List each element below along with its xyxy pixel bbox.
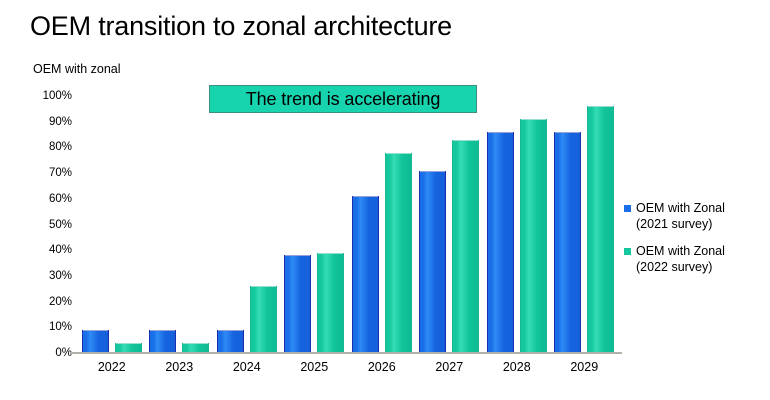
y-axis-tick: 100% bbox=[42, 90, 72, 102]
bar-2025-series-1[interactable] bbox=[284, 255, 312, 353]
x-axis-baseline bbox=[70, 352, 622, 354]
y-axis-tick-labels: 100% 90% 80% 70% 60% 50% 40% 30% 20% 10% 0% bbox=[28, 90, 72, 359]
x-axis-tick-2026: 2026 bbox=[367, 360, 396, 374]
callout-annotation: The trend is accelerating bbox=[209, 85, 477, 113]
x-axis-tick-labels: 2022 2023 2024 2025 2026 2027 2028 2029 bbox=[78, 360, 618, 382]
bar-group-2029 bbox=[551, 96, 619, 353]
y-axis-tick: 30% bbox=[48, 269, 72, 282]
bar-2027-series-1[interactable] bbox=[419, 170, 447, 353]
plot-area bbox=[78, 96, 618, 353]
bar-group-2026 bbox=[348, 96, 416, 353]
legend-item-label: OEM with Zonal (2021 survey) bbox=[636, 201, 725, 231]
legend-item-series-1[interactable]: OEM with Zonal (2021 survey) bbox=[624, 200, 764, 232]
legend-item-series-2[interactable]: OEM with Zonal (2022 survey) bbox=[624, 243, 764, 275]
bar-2022-series-2[interactable] bbox=[114, 342, 142, 353]
legend-item-label: OEM with Zonal (2022 survey) bbox=[636, 244, 725, 274]
x-axis-tick-2023: 2023 bbox=[165, 360, 194, 374]
x-axis-tick-2024: 2024 bbox=[232, 360, 261, 374]
y-axis-tick: 70% bbox=[48, 167, 72, 180]
bar-2024-series-1[interactable] bbox=[216, 329, 244, 353]
bar-2025-series-2[interactable] bbox=[317, 252, 345, 353]
bar-group-2027 bbox=[416, 96, 484, 353]
bar-2027-series-2[interactable] bbox=[452, 139, 480, 353]
y-axis-tick: 20% bbox=[48, 295, 72, 308]
bar-2023-series-1[interactable] bbox=[149, 329, 177, 353]
bar-group-2022 bbox=[78, 96, 146, 353]
bar-2024-series-2[interactable] bbox=[249, 286, 277, 353]
x-axis-tick-2025: 2025 bbox=[300, 360, 329, 374]
bar-2028-series-2[interactable] bbox=[519, 119, 547, 353]
callout-text: The trend is accelerating bbox=[245, 88, 441, 109]
bar-2029-series-2[interactable] bbox=[587, 106, 615, 353]
chart-legend: OEM with Zonal (2021 survey) OEM with Zona… bbox=[624, 200, 764, 286]
bar-group-2028 bbox=[483, 96, 551, 353]
legend-swatch-icon bbox=[624, 248, 631, 255]
y-axis-tick: 50% bbox=[48, 218, 72, 231]
bar-group-2024 bbox=[213, 96, 281, 353]
y-axis-tick: 90% bbox=[48, 115, 72, 128]
bar-2028-series-1[interactable] bbox=[486, 131, 514, 353]
y-axis-tick: 10% bbox=[48, 321, 72, 334]
bar-group-2023 bbox=[146, 96, 214, 353]
legend-swatch-icon bbox=[624, 205, 631, 212]
bar-2022-series-1[interactable] bbox=[81, 329, 109, 353]
y-axis-tick: 80% bbox=[48, 141, 72, 154]
bar-2023-series-2[interactable] bbox=[182, 342, 210, 353]
y-axis-label: OEM with zonal bbox=[33, 62, 121, 76]
x-axis-tick-2027: 2027 bbox=[435, 360, 464, 374]
page-title: OEM transition to zonal architecture bbox=[30, 11, 452, 41]
y-axis-tick: 40% bbox=[48, 244, 72, 257]
bar-group-2025 bbox=[281, 96, 349, 353]
bar-2029-series-1[interactable] bbox=[554, 131, 582, 353]
bar-2026-series-1[interactable] bbox=[351, 196, 379, 353]
y-axis-tick: 60% bbox=[48, 192, 72, 205]
x-axis-tick-2022: 2022 bbox=[97, 360, 126, 374]
bar-2026-series-2[interactable] bbox=[384, 152, 412, 353]
x-axis-tick-2029: 2029 bbox=[570, 360, 599, 374]
y-axis-tick: 0% bbox=[55, 347, 72, 359]
x-axis-tick-2028: 2028 bbox=[502, 360, 531, 374]
